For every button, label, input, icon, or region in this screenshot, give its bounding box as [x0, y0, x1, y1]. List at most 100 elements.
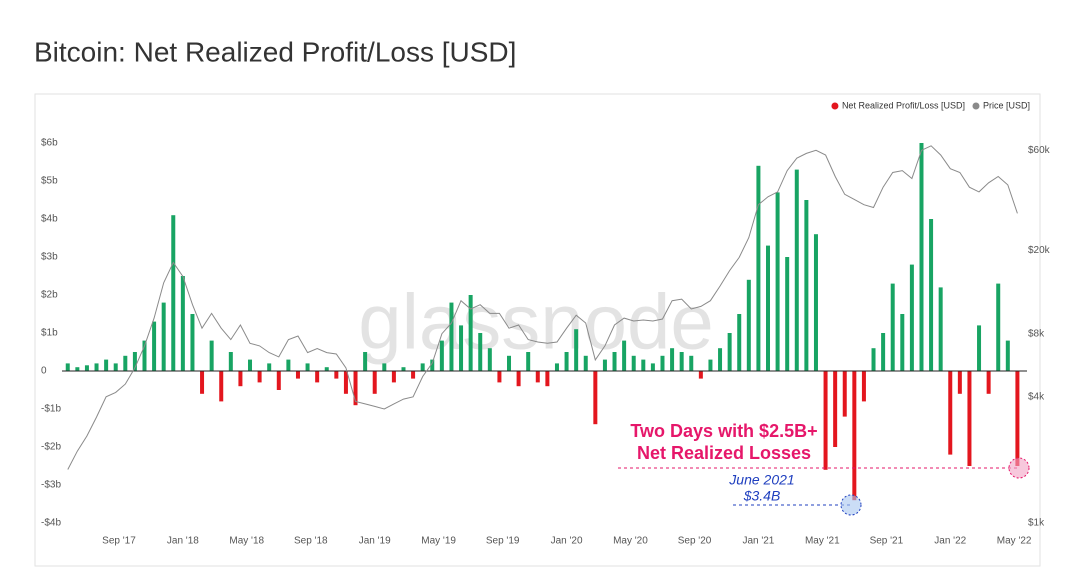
bar	[334, 371, 339, 379]
y2-tick-label: $8k	[1028, 328, 1045, 339]
legend-label: Price [USD]	[983, 100, 1030, 110]
bar	[756, 165, 761, 371]
bar	[257, 371, 262, 383]
bar	[948, 371, 953, 455]
bar	[986, 371, 991, 394]
bar	[401, 367, 406, 371]
x-tick-label: Sep '19	[486, 536, 520, 547]
bar	[909, 264, 914, 371]
annotation: $3.4B	[743, 488, 781, 504]
bar	[775, 192, 780, 371]
bar	[123, 355, 128, 371]
bar	[746, 279, 751, 371]
x-tick-label: Jan '20	[551, 536, 583, 547]
bar	[813, 234, 818, 371]
bar	[430, 359, 435, 371]
bar	[343, 371, 348, 394]
bar	[248, 359, 253, 371]
chart-title: Bitcoin: Net Realized Profit/Loss [USD]	[34, 36, 516, 67]
y-tick-label: $2b	[41, 290, 58, 301]
bar	[881, 333, 886, 371]
bar	[622, 340, 627, 371]
bar	[449, 302, 454, 371]
bar	[631, 355, 636, 371]
bar	[65, 363, 70, 371]
panel	[34, 93, 1041, 567]
x-tick-label: May '21	[805, 536, 840, 547]
y-tick-label: $1b	[41, 328, 58, 339]
bar	[804, 200, 809, 371]
bar	[583, 355, 588, 371]
x-tick-label: May '19	[421, 536, 456, 547]
x-tick-label: May '18	[229, 536, 264, 547]
bar	[391, 371, 396, 383]
bar	[852, 371, 857, 501]
x-tick-label: Jan '21	[742, 536, 774, 547]
y2-tick-label: $4k	[1028, 391, 1045, 402]
bar	[75, 367, 80, 371]
bar	[104, 359, 109, 371]
y-tick-label: $4b	[41, 214, 58, 225]
bar	[267, 363, 272, 371]
bar	[938, 287, 943, 371]
y-tick-label: 0	[41, 366, 47, 377]
bar	[295, 371, 300, 379]
bar	[161, 302, 166, 371]
bar	[94, 363, 99, 371]
bar	[890, 283, 895, 371]
y-tick-label: -$2b	[41, 442, 61, 453]
y2-tick-label: $60k	[1028, 145, 1051, 156]
bar	[957, 371, 962, 394]
bar	[670, 348, 675, 371]
bar	[353, 371, 358, 406]
annotation-circle	[1008, 457, 1030, 479]
bar	[794, 169, 799, 371]
bar	[190, 314, 195, 371]
x-tick-label: Jan '19	[359, 536, 391, 547]
bar	[612, 352, 617, 371]
bar	[487, 348, 492, 371]
bar	[996, 283, 1001, 371]
x-tick-label: Sep '20	[678, 536, 712, 547]
bar	[228, 352, 233, 371]
bar	[977, 325, 982, 371]
bar	[84, 365, 89, 371]
bar	[718, 348, 723, 371]
bar	[142, 340, 147, 371]
bar	[833, 371, 838, 447]
bar	[209, 340, 214, 371]
bar	[660, 355, 665, 371]
bar	[698, 371, 703, 379]
annotation: June 2021	[728, 472, 794, 488]
bar	[929, 219, 934, 371]
bar	[919, 143, 924, 371]
bar	[526, 352, 531, 371]
y-tick-label: $3b	[41, 252, 58, 263]
bar	[219, 371, 224, 402]
bar	[823, 371, 828, 470]
watermark: glassnode	[358, 278, 714, 366]
y-tick-label: -$1b	[41, 404, 61, 415]
x-tick-label: Jan '22	[934, 536, 966, 547]
bar	[554, 363, 559, 371]
annotation-circle	[840, 494, 862, 516]
bar	[315, 371, 320, 383]
bar	[1015, 371, 1020, 466]
bar	[276, 371, 281, 390]
bar	[497, 371, 502, 383]
bar	[737, 314, 742, 371]
bar	[305, 363, 310, 371]
legend-label: Net Realized Profit/Loss [USD]	[842, 100, 965, 110]
bar	[324, 367, 329, 371]
bar	[478, 333, 483, 371]
plot-area: -$4b -$3b -$2b -$1b 0 $1b $2b $3b $4b $5b $6b $1k $4…	[41, 138, 1051, 547]
y2-tick-label: $20k	[1028, 245, 1051, 256]
bar	[641, 359, 646, 371]
bar	[132, 352, 137, 371]
bar	[171, 215, 176, 371]
bar	[871, 348, 876, 371]
price-line	[67, 145, 1018, 470]
bar	[507, 355, 512, 371]
bar	[679, 352, 684, 371]
legend-swatch	[831, 102, 839, 110]
